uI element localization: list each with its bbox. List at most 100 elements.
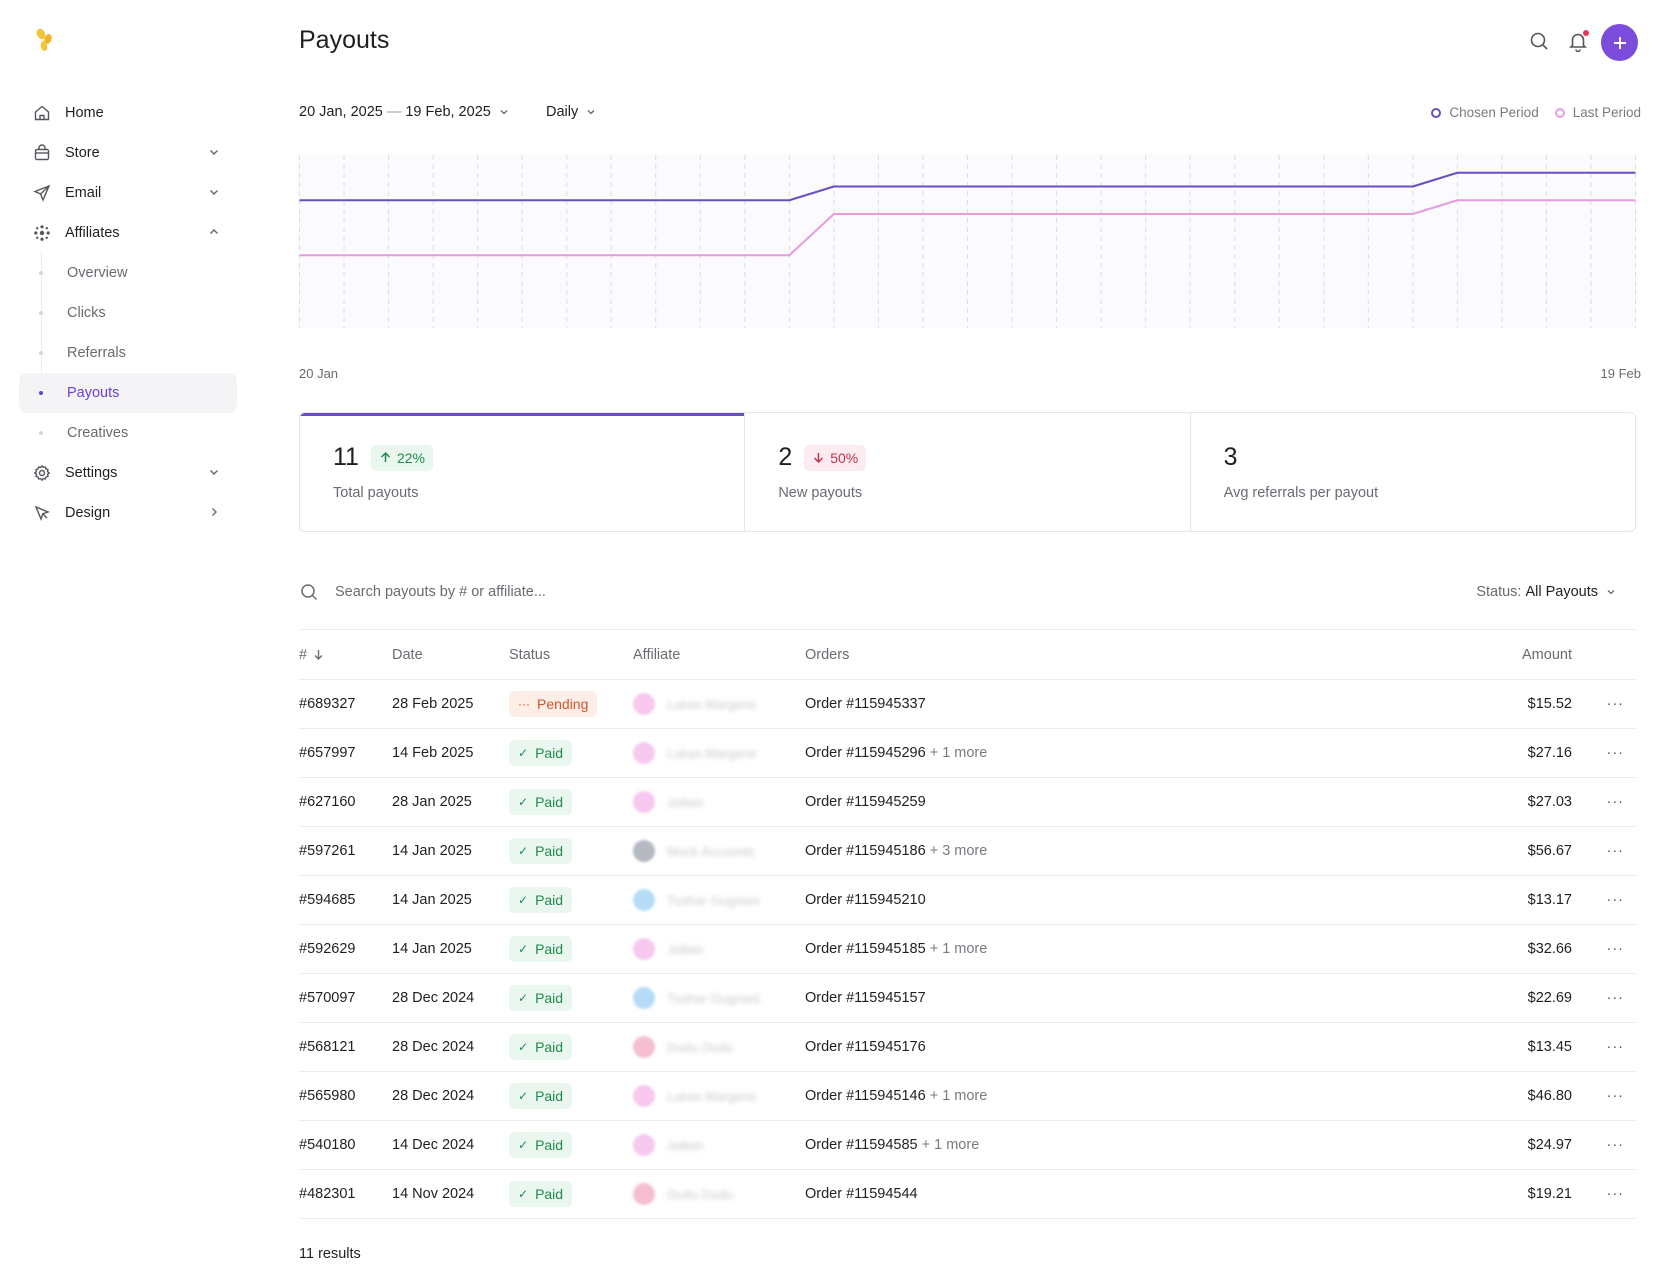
nav-item-store[interactable]: Store [19,133,237,173]
payout-id[interactable]: #594685 [299,892,356,908]
affiliate-cell[interactable]: Jollein [633,1134,805,1156]
column-header-date[interactable]: Date [392,646,423,663]
legend-chosen-period[interactable]: Chosen Period [1431,105,1539,120]
row-actions-button[interactable]: ··· [1572,696,1636,712]
chevron-up-icon[interactable] [207,225,221,239]
chevron-down-icon[interactable] [207,185,221,199]
row-actions-button[interactable]: ··· [1572,843,1636,859]
table-row[interactable]: #568121 28 Dec 2024 ✓ Paid Dudu Dudu Order #1… [299,1023,1636,1072]
payout-id[interactable]: #689327 [299,696,356,712]
column-header-orders[interactable]: Orders [805,646,850,663]
orders-cell[interactable]: Order #11594585 + 1 more [805,1137,1235,1153]
orders-cell[interactable]: Order #115945157 [805,990,1235,1006]
subnav-item-overview[interactable]: Overview [19,253,237,293]
nav-item-design[interactable]: Design [19,493,237,533]
payout-id[interactable]: #657997 [299,745,356,761]
status-filter[interactable]: Status: All Payouts [1476,584,1617,600]
orders-cell[interactable]: Order #115945337 [805,696,1235,712]
nav-item-home[interactable]: Home [19,93,237,133]
table-row[interactable]: #570097 28 Dec 2024 ✓ Paid Tushar Gugnani Ord… [299,974,1636,1023]
payout-id[interactable]: #597261 [299,843,356,859]
row-actions-button[interactable]: ··· [1572,990,1636,1006]
payout-id[interactable]: #627160 [299,794,356,810]
affiliate-cell[interactable]: Lukas Margerie [633,742,805,764]
table-row[interactable]: #594685 14 Jan 2025 ✓ Paid Tushar Gugnani Ord… [299,876,1636,925]
chevron-right-icon[interactable] [207,505,221,519]
payout-id[interactable]: #482301 [299,1186,356,1202]
interval-select[interactable]: Daily [546,104,597,120]
orders-cell[interactable]: Order #115945176 [805,1039,1235,1055]
avatar [633,840,655,862]
notifications-button[interactable] [1567,30,1589,53]
affiliate-cell[interactable]: Mock Accounts [633,840,805,862]
column-header-status[interactable]: Status [509,646,551,663]
row-actions-button[interactable]: ··· [1572,794,1636,810]
nav-item-email[interactable]: Email [19,173,237,213]
orders-cell[interactable]: Order #115945146 + 1 more [805,1088,1235,1104]
column-header-amount[interactable]: Amount [1522,646,1572,663]
chevron-down-icon[interactable] [207,465,221,479]
payout-id[interactable]: #568121 [299,1039,356,1055]
stat-total-payouts[interactable]: 11 22% Total payouts [300,413,746,531]
avatar [633,1085,655,1107]
column-header-affiliate[interactable]: Affiliate [633,646,681,663]
payout-id[interactable]: #592629 [299,941,356,957]
search-icon[interactable] [1528,30,1550,52]
column-header-id[interactable]: # [299,647,392,663]
row-actions-button[interactable]: ··· [1572,892,1636,908]
table-row[interactable]: #565980 28 Dec 2024 ✓ Paid Lukas Margerie Ord… [299,1072,1636,1121]
subnav-item-clicks[interactable]: Clicks [19,293,237,333]
affiliate-cell[interactable]: Jollein [633,938,805,960]
more-orders[interactable]: + 1 more [921,1137,980,1153]
orders-cell[interactable]: Order #115945186 + 3 more [805,843,1235,859]
subnav-item-creatives[interactable]: Creatives [19,413,237,453]
table-row[interactable]: #592629 14 Jan 2025 ✓ Paid Jollein Order #115… [299,925,1636,974]
row-actions-button[interactable]: ··· [1572,1039,1636,1055]
subnav-item-payouts[interactable]: Payouts [19,373,237,413]
cursor-pointer-icon [33,504,51,522]
orders-cell[interactable]: Order #115945210 [805,892,1235,908]
brand-logo[interactable] [34,28,56,54]
add-button[interactable] [1601,24,1638,61]
avatar [633,1183,655,1205]
interval-value: Daily [546,104,579,120]
payout-id[interactable]: #565980 [299,1088,356,1104]
orders-cell[interactable]: Order #115945185 + 1 more [805,941,1235,957]
table-row[interactable]: #627160 28 Jan 2025 ✓ Paid Jollein Order #115… [299,778,1636,827]
orders-cell[interactable]: Order #115945296 + 1 more [805,745,1235,761]
affiliate-cell[interactable]: Jollein [633,791,805,813]
row-actions-button[interactable]: ··· [1572,745,1636,761]
payout-id[interactable]: #540180 [299,1137,356,1153]
affiliate-cell[interactable]: Tushar Gugnani [633,889,805,911]
nav-item-affiliates[interactable]: Affiliates [19,213,237,253]
table-row[interactable]: #597261 14 Jan 2025 ✓ Paid Mock Accounts Orde… [299,827,1636,876]
affiliate-cell[interactable]: Dudu Dudu [633,1036,805,1058]
orders-cell[interactable]: Order #11594544 [805,1186,1235,1202]
more-orders[interactable]: + 3 more [929,843,988,859]
affiliate-cell[interactable]: Lukas Margerie [633,1085,805,1107]
date-range-picker[interactable]: 20 Jan, 2025 — 19 Feb, 2025 [299,104,510,120]
legend-last-period[interactable]: Last Period [1554,105,1641,120]
table-row[interactable]: #482301 14 Nov 2024 ✓ Paid Dudu Dudu Order #1… [299,1170,1636,1219]
more-orders[interactable]: + 1 more [929,745,988,761]
row-actions-button[interactable]: ··· [1572,1137,1636,1153]
more-orders[interactable]: + 1 more [929,1088,988,1104]
chevron-down-icon[interactable] [207,145,221,159]
row-actions-button[interactable]: ··· [1572,1186,1636,1202]
row-actions-button[interactable]: ··· [1572,941,1636,957]
table-row[interactable]: #689327 28 Feb 2025 ··· Pending Lukas Marger… [299,680,1636,729]
subnav-item-referrals[interactable]: Referrals [19,333,237,373]
affiliate-cell[interactable]: Dudu Dudu [633,1183,805,1205]
nav-item-settings[interactable]: Settings [19,453,237,493]
stat-avg-referrals[interactable]: 3 Avg referrals per payout [1191,413,1635,531]
row-actions-button[interactable]: ··· [1572,1088,1636,1104]
stat-new-payouts[interactable]: 2 50% New payouts [745,413,1191,531]
table-row[interactable]: #657997 14 Feb 2025 ✓ Paid Lukas Margerie Ord… [299,729,1636,778]
affiliate-cell[interactable]: Tushar Gugnani [633,987,805,1009]
search-input[interactable] [335,584,835,600]
table-row[interactable]: #540180 14 Dec 2024 ✓ Paid Jollein Order #115… [299,1121,1636,1170]
affiliate-cell[interactable]: Lukas Margerie [633,693,805,715]
payout-id[interactable]: #570097 [299,990,356,1006]
orders-cell[interactable]: Order #115945259 [805,794,1235,810]
more-orders[interactable]: + 1 more [929,941,988,957]
